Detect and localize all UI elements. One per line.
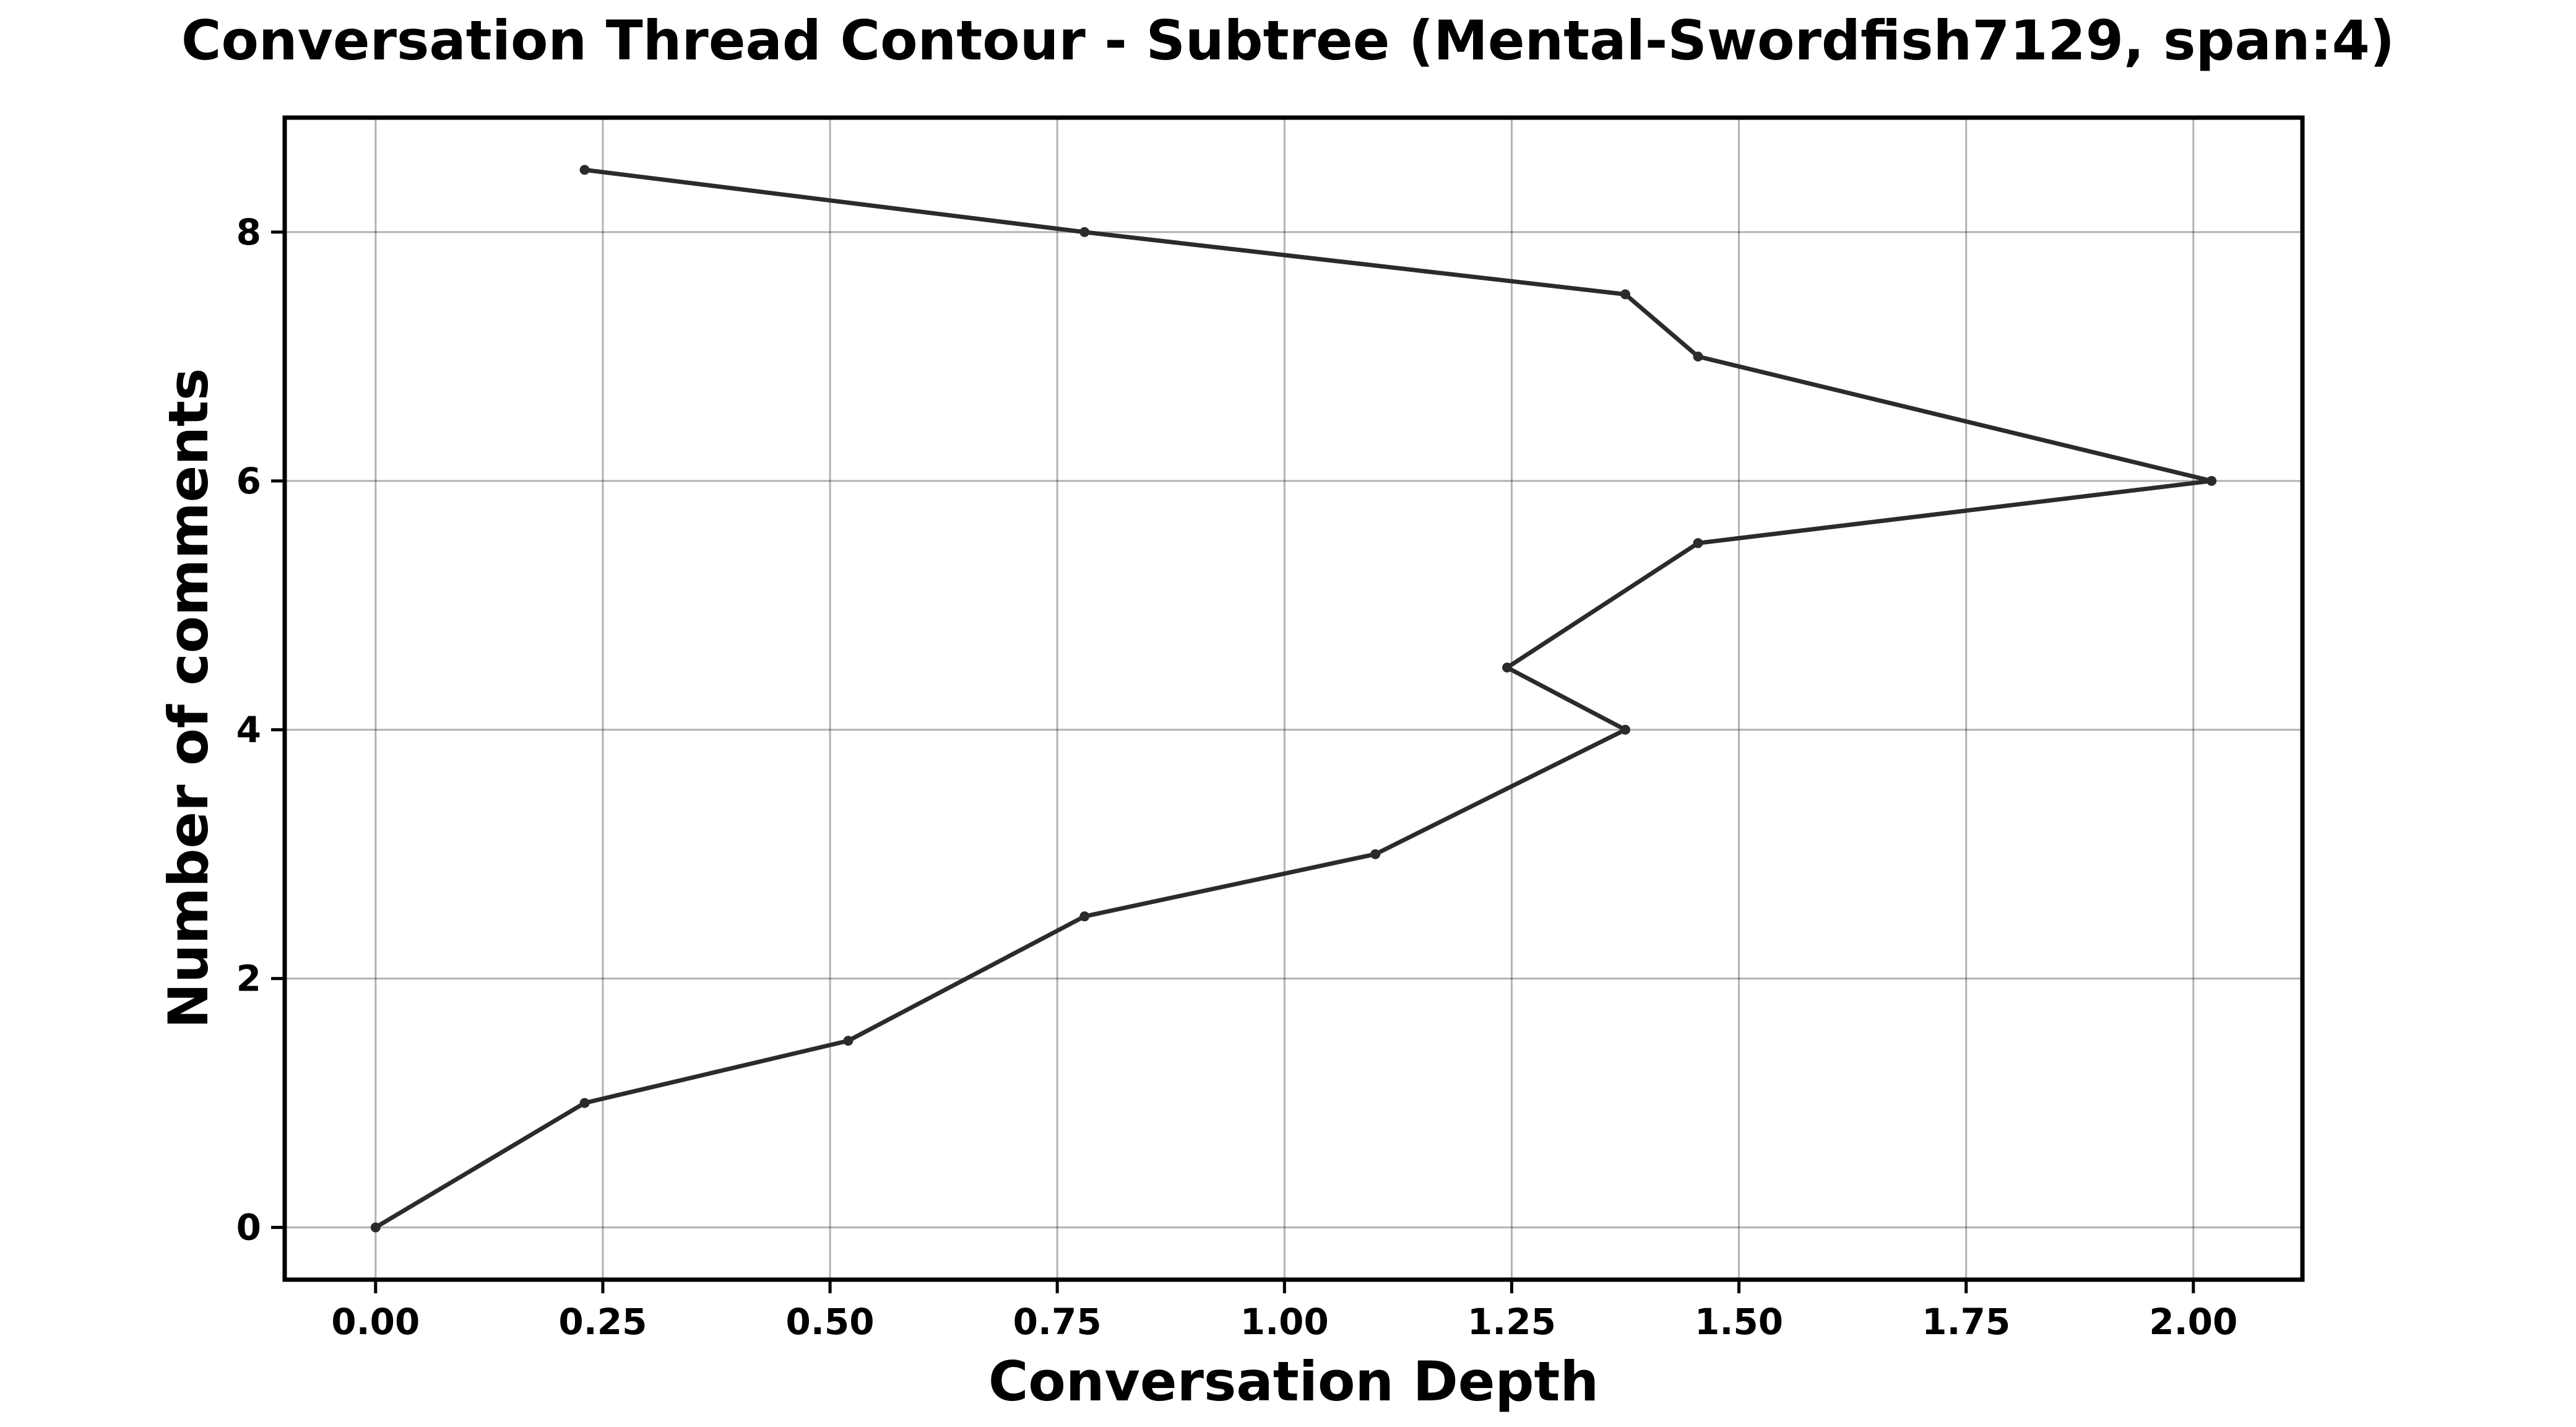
y-tick-label: 4 (236, 709, 261, 751)
y-tick-label: 6 (236, 460, 261, 502)
grid (285, 118, 2302, 1280)
axis-ticks: 0.00 0.25 0.50 0.75 1.00 1.25 1.50 1.75 2.00 0 2 4 6… (236, 211, 2238, 1343)
x-tick-label: 0.00 (331, 1301, 420, 1343)
series-layer (370, 165, 2217, 1233)
chart-title: Conversation Thread Contour - Subtree (M… (181, 9, 2395, 72)
x-tick-label: 2.00 (2149, 1301, 2237, 1343)
x-tick-label: 1.50 (1695, 1301, 1783, 1343)
x-axis-label: Conversation Depth (988, 1350, 1599, 1413)
data-point (1620, 724, 1630, 735)
y-axis-label: Number of comments (157, 368, 220, 1029)
data-point (1502, 662, 1513, 673)
data-point (1693, 351, 1703, 362)
x-tick-label: 0.50 (786, 1301, 875, 1343)
data-point (579, 165, 590, 175)
data-point (2206, 475, 2217, 486)
data-point (579, 1098, 590, 1108)
x-tick-label: 1.00 (1240, 1301, 1329, 1343)
data-point (370, 1222, 381, 1233)
data-point (1693, 538, 1703, 549)
y-tick-label: 0 (236, 1207, 261, 1249)
y-tick-label: 8 (236, 211, 261, 253)
x-tick-label: 1.25 (1467, 1301, 1556, 1343)
x-tick-label: 0.75 (1013, 1301, 1102, 1343)
data-point (1079, 911, 1090, 922)
data-point (1079, 227, 1090, 237)
data-point (1370, 849, 1381, 859)
data-point (843, 1036, 854, 1046)
y-tick-label: 2 (236, 958, 261, 1000)
x-tick-label: 1.75 (1922, 1301, 2010, 1343)
data-point (1620, 289, 1630, 300)
series-line (373, 167, 2214, 1230)
x-tick-label: 0.25 (558, 1301, 647, 1343)
plot-frame (282, 115, 2305, 1282)
